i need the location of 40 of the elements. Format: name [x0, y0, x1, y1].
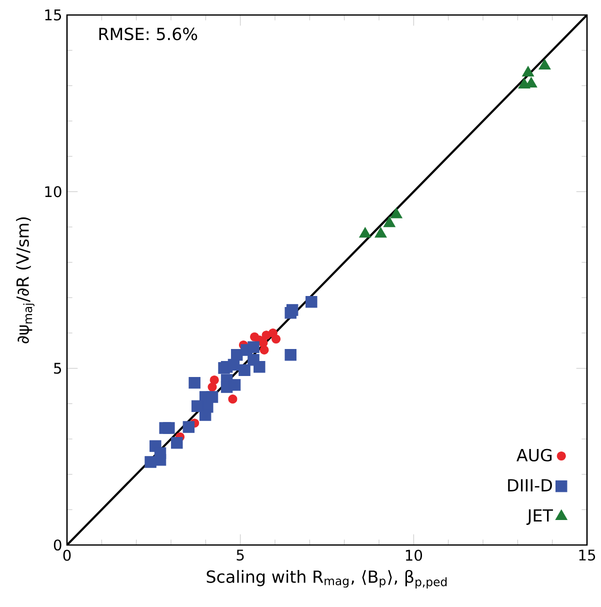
point	[144, 456, 156, 468]
point	[163, 422, 175, 434]
point	[228, 394, 238, 404]
x-tick-label: 5	[236, 550, 244, 561]
point	[210, 375, 219, 385]
point	[218, 362, 230, 374]
point	[208, 382, 217, 392]
point	[284, 349, 296, 361]
legend-label: AUG	[516, 448, 552, 462]
y-axis-title: ∂ψ$_{maj}$/∂R (V/sm)	[16, 217, 34, 344]
point	[248, 341, 260, 354]
point	[191, 400, 204, 412]
point	[306, 296, 318, 308]
point	[182, 421, 195, 433]
y-tick-label: 15	[45, 10, 62, 20]
y-tick-label: 0	[54, 539, 62, 551]
x-tick-label: 0	[63, 550, 71, 561]
point	[359, 227, 372, 238]
point	[228, 358, 240, 371]
x-axis-title: Scaling with R$_{mag}$, ⟨B$_{p}$⟩, β$_{p,ped}$	[206, 570, 447, 589]
point	[248, 354, 260, 366]
y-tick-label: 5	[54, 362, 62, 374]
legend-label: JET	[526, 509, 553, 525]
annotation: RMSE: 5.6%	[99, 28, 198, 40]
point	[272, 334, 281, 344]
point	[238, 364, 250, 376]
point	[171, 437, 183, 449]
point	[522, 66, 534, 77]
point	[383, 216, 396, 228]
x-tick-label: 15	[579, 550, 596, 561]
point	[538, 58, 551, 70]
point	[188, 376, 200, 389]
point	[390, 208, 402, 218]
legend-label: DIII-D	[508, 479, 552, 492]
y-tick-label: 10	[45, 186, 62, 198]
point	[286, 304, 298, 316]
point	[206, 391, 218, 403]
x-tick-label: 10	[406, 550, 422, 561]
point	[374, 227, 387, 238]
point	[260, 345, 269, 354]
